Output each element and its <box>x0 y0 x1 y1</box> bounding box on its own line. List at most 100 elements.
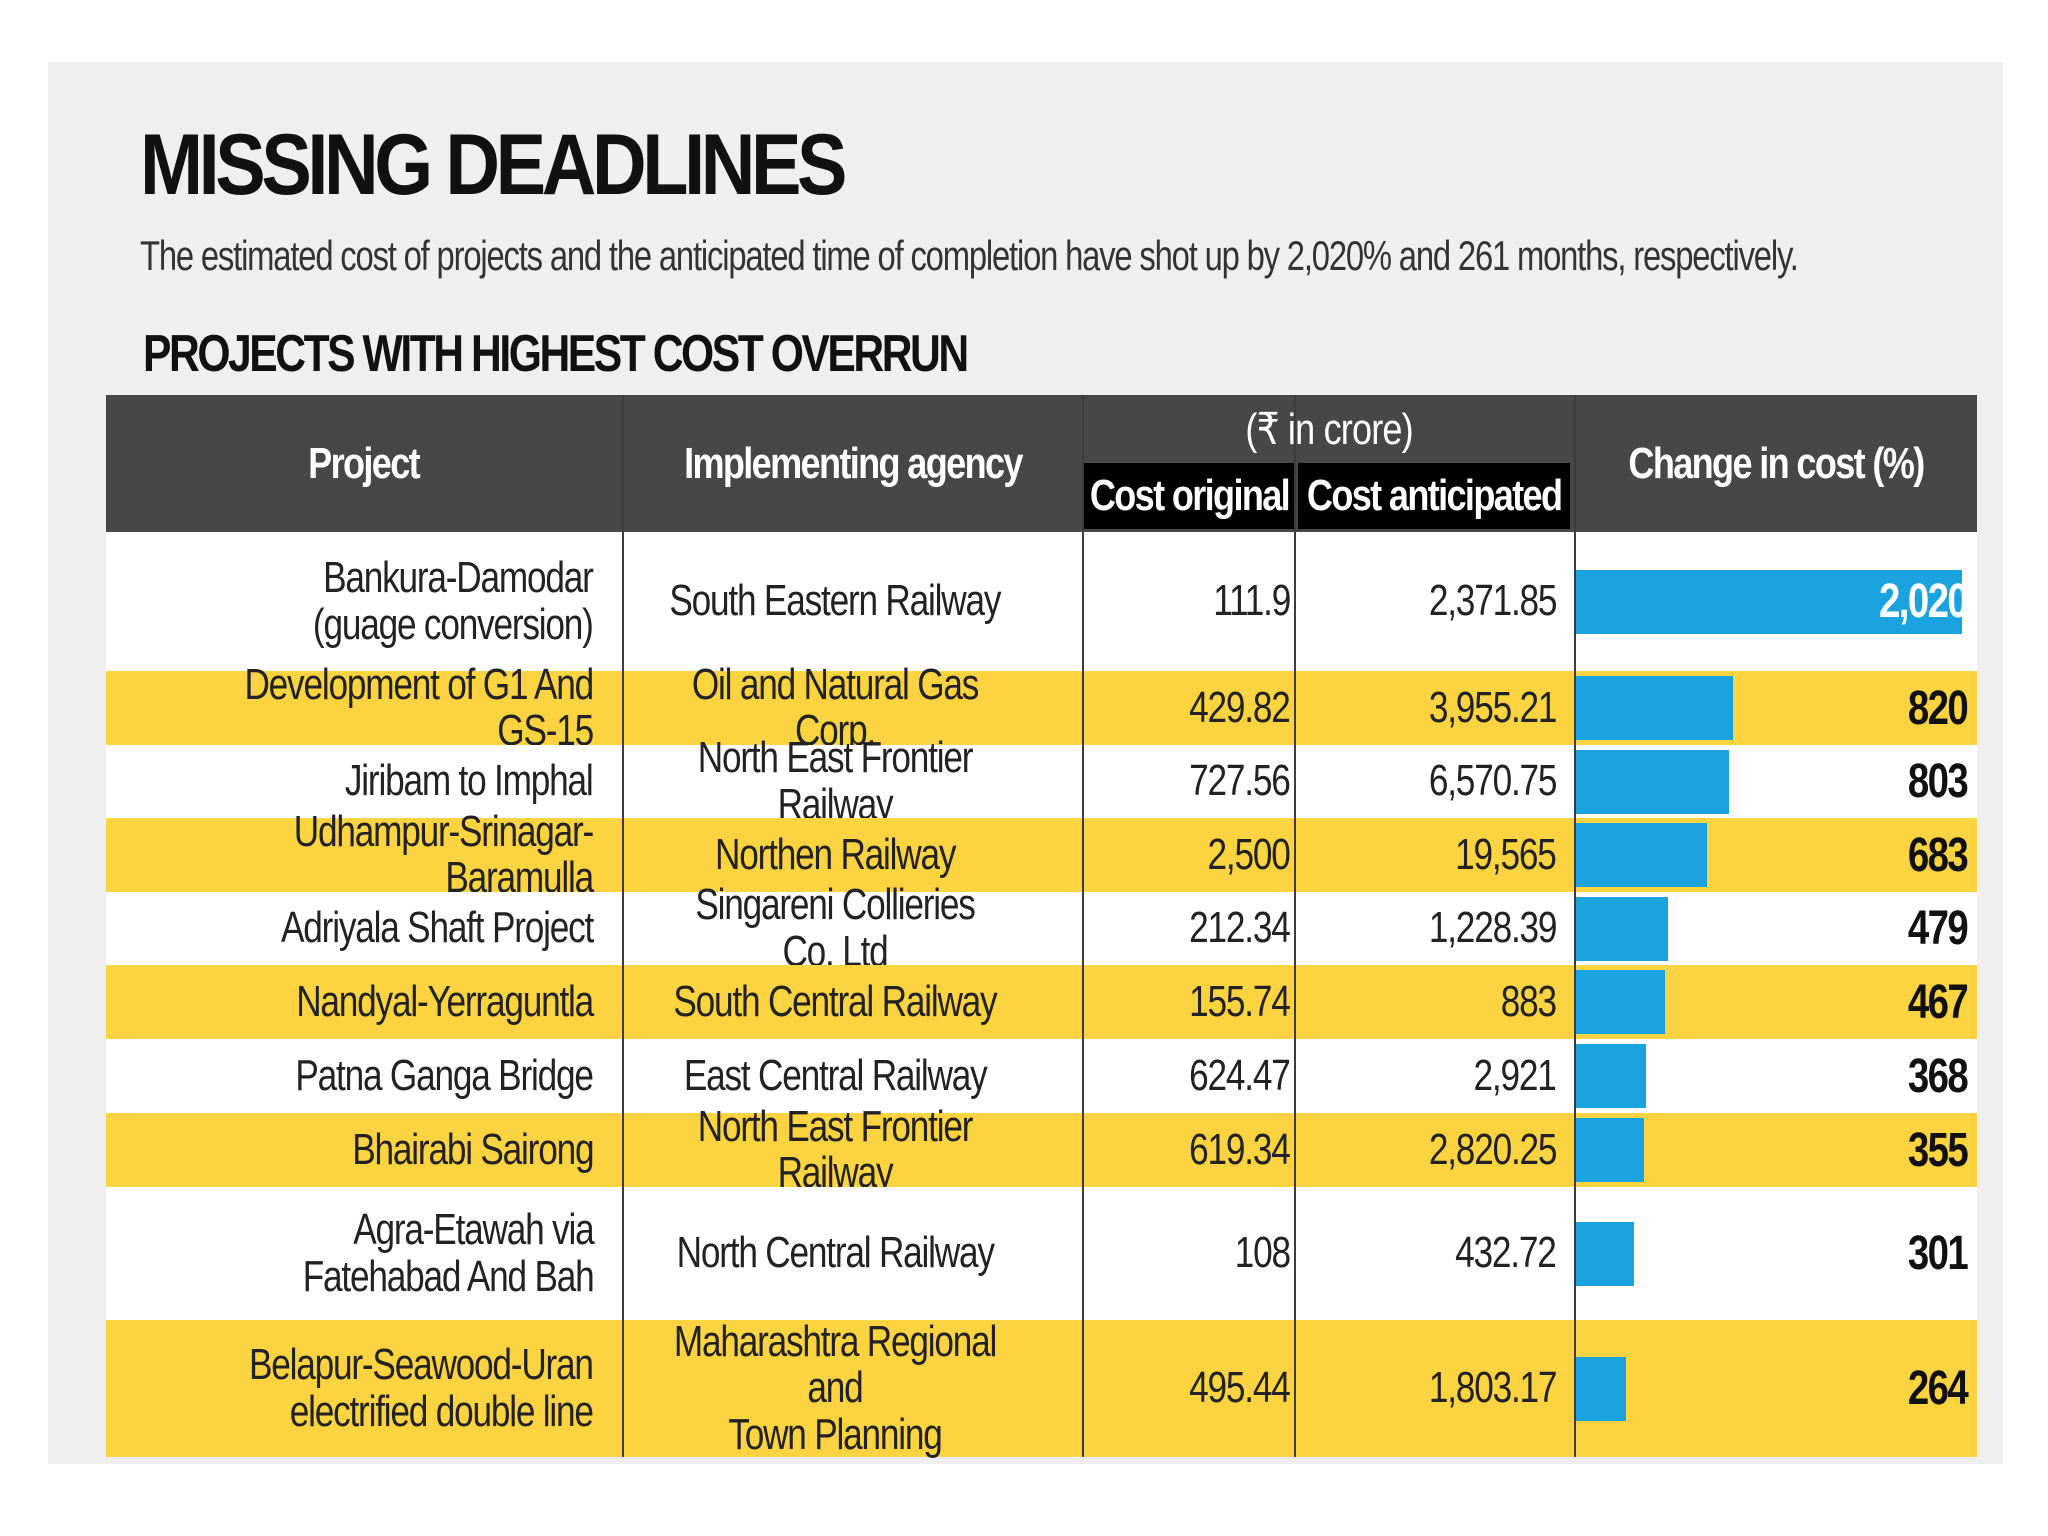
cost-original-cell: 429.82 <box>1090 671 1292 745</box>
change-bar <box>1576 676 1733 740</box>
agency-cell: North Central Railway <box>624 1187 1046 1320</box>
change-value-text: 467 <box>1907 975 1969 1029</box>
agency-cell-text: East Central Railway <box>683 1050 988 1100</box>
cost-anticipated-cell-text: 1,803.17 <box>1428 1363 1558 1413</box>
cost-anticipated-cell: 2,921 <box>1296 1039 1557 1113</box>
project-cell: Bankura-Damodar (guage conversion) <box>106 532 594 671</box>
agency-cell-text: North East Frontier Railway <box>697 733 974 829</box>
agency-cell: Northen Railway <box>624 818 1046 892</box>
cost-anticipated-cell-text: 2,921 <box>1473 1050 1557 1100</box>
agency-cell: North East Frontier Railway <box>624 735 1046 828</box>
cost-original-cell: 624.47 <box>1090 1039 1292 1113</box>
cost-original-cell-text: 108 <box>1234 1228 1291 1278</box>
change-bar <box>1576 569 1962 634</box>
cost-anticipated-cell: 19,565 <box>1296 818 1558 892</box>
header-agency-label: Implementing agency <box>684 438 1023 488</box>
project-cell: Nandyal-Yerraguntla <box>106 965 594 1039</box>
cost-original-cell-text: 619.34 <box>1189 1124 1292 1174</box>
cost-anticipated-cell: 2,820.25 <box>1296 1113 1558 1187</box>
header-cost-original-label: Cost original <box>1089 471 1290 520</box>
table-row: Bhairabi Sairong North East Frontier Rail… <box>106 1103 1977 1196</box>
agency-cell-text: South Eastern Railway <box>669 576 1002 626</box>
change-bar <box>1576 1044 1646 1108</box>
project-cell: Udhampur-Srinagar-Baramulla <box>106 808 594 901</box>
column-divider <box>622 395 624 1457</box>
change-value-label: 2,020 <box>1576 532 1969 671</box>
cost-anticipated-cell: 883 <box>1296 965 1557 1039</box>
change-value-text: 803 <box>1907 755 1969 808</box>
change-value-text: 820 <box>1907 681 1969 735</box>
column-divider <box>1294 395 1296 1457</box>
section-title: PROJECTS WITH HIGHEST COST OVERRUN <box>143 325 969 383</box>
project-cell-text: Development of G1 And GS-15 <box>244 659 594 755</box>
project-cell: Agra-Etawah via Fatehabad And Bah <box>106 1187 594 1320</box>
header-unit-label: (₹ in crore) <box>1245 404 1413 454</box>
change-bar <box>1576 823 1707 887</box>
change-value-text: 479 <box>1907 902 1969 955</box>
agency-cell-text: Maharashtra Regional and Town Planning <box>673 1317 998 1459</box>
agency-cell-text: North Central Railway <box>676 1228 994 1278</box>
project-cell: Jiribam to Imphal <box>106 745 594 818</box>
change-bar <box>1576 970 1665 1034</box>
project-cell-text: Bankura-Damodar (guage conversion) <box>313 553 594 649</box>
cost-anticipated-cell: 432.72 <box>1296 1187 1558 1320</box>
agency-cell-text: South Central Railway <box>673 976 997 1026</box>
project-cell-text: Belapur-Seawood-Uran electrified double … <box>249 1340 594 1436</box>
agency-cell-text: Singareni Collieries Co. Ltd <box>695 880 975 976</box>
chart-subtitle: The estimated cost of projects and the a… <box>140 232 1799 279</box>
agency-cell: Maharashtra Regional and Town Planning <box>624 1317 1046 1459</box>
change-value-text: 683 <box>1907 828 1969 882</box>
cost-original-cell: 108 <box>1090 1187 1291 1320</box>
header-cost-anticipated: Cost anticipated <box>1298 463 1570 529</box>
change-bar <box>1576 749 1729 814</box>
project-cell: Adriyala Shaft Project <box>106 892 594 965</box>
project-cell: Patna Ganga Bridge <box>106 1039 595 1113</box>
cost-anticipated-cell-text: 2,371.85 <box>1428 576 1558 626</box>
header-unit: (₹ in crore) <box>1084 399 1574 459</box>
cost-original-cell: 727.56 <box>1090 745 1292 818</box>
header-change-label: Change in cost (%) <box>1628 438 1926 488</box>
change-value-label: 264 <box>1576 1320 1969 1457</box>
change-value-text: 368 <box>1907 1049 1969 1103</box>
agency-cell: North East Frontier Railway <box>624 1103 1046 1196</box>
cost-anticipated-cell-text: 19,565 <box>1455 829 1558 879</box>
change-value-text: 355 <box>1907 1123 1969 1177</box>
cost-anticipated-cell-text: 432.72 <box>1455 1228 1558 1278</box>
header-project: Project <box>106 395 622 532</box>
agency-cell: South Central Railway <box>624 965 1046 1039</box>
cost-original-cell: 2,500 <box>1090 818 1291 892</box>
cost-original-cell-text: 111.9 <box>1213 576 1291 626</box>
cost-anticipated-cell: 1,228.39 <box>1296 892 1558 965</box>
project-cell: Belapur-Seawood-Uran electrified double … <box>106 1320 594 1457</box>
cost-anticipated-cell-text: 1,228.39 <box>1428 903 1558 953</box>
project-cell-text: Adriyala Shaft Project <box>280 903 594 953</box>
column-divider <box>1082 395 1084 1457</box>
agency-cell: South Eastern Railway <box>624 532 1046 671</box>
change-value-label: 683 <box>1576 818 1969 892</box>
cost-anticipated-cell-text: 883 <box>1500 976 1557 1026</box>
agency-cell-text: North East Frontier Railway <box>697 1101 974 1197</box>
change-bar <box>1576 1118 1644 1182</box>
cost-original-cell-text: 212.34 <box>1189 903 1292 953</box>
table-row: Patna Ganga Bridge East Central Railway 62… <box>106 1039 1977 1113</box>
project-cell: Bhairabi Sairong <box>106 1113 594 1187</box>
project-cell-text: Patna Ganga Bridge <box>295 1050 595 1100</box>
cost-original-cell: 155.74 <box>1090 965 1292 1039</box>
change-value-label: 355 <box>1576 1113 1969 1187</box>
cost-original-cell: 212.34 <box>1090 892 1292 965</box>
cost-anticipated-cell: 6,570.75 <box>1296 745 1558 818</box>
change-value-label: 820 <box>1576 671 1969 745</box>
table-row: Belapur-Seawood-Uran electrified double … <box>106 1317 1977 1459</box>
header-project-label: Project <box>308 438 421 488</box>
change-value-text: 2,020 <box>1878 575 1969 628</box>
cost-anticipated-cell: 1,803.17 <box>1296 1320 1558 1457</box>
cost-original-cell-text: 155.74 <box>1189 976 1292 1026</box>
project-cell-text: Udhampur-Srinagar-Baramulla <box>293 806 594 902</box>
header-change: Change in cost (%) <box>1576 395 1977 532</box>
change-bar <box>1576 1356 1626 1421</box>
change-bar <box>1576 896 1668 961</box>
change-value-label: 803 <box>1576 745 1969 818</box>
change-value-label: 467 <box>1576 965 1969 1039</box>
chart-title: MISSING DEADLINES <box>140 117 848 213</box>
project-cell: Development of G1 And GS-15 <box>106 661 594 754</box>
